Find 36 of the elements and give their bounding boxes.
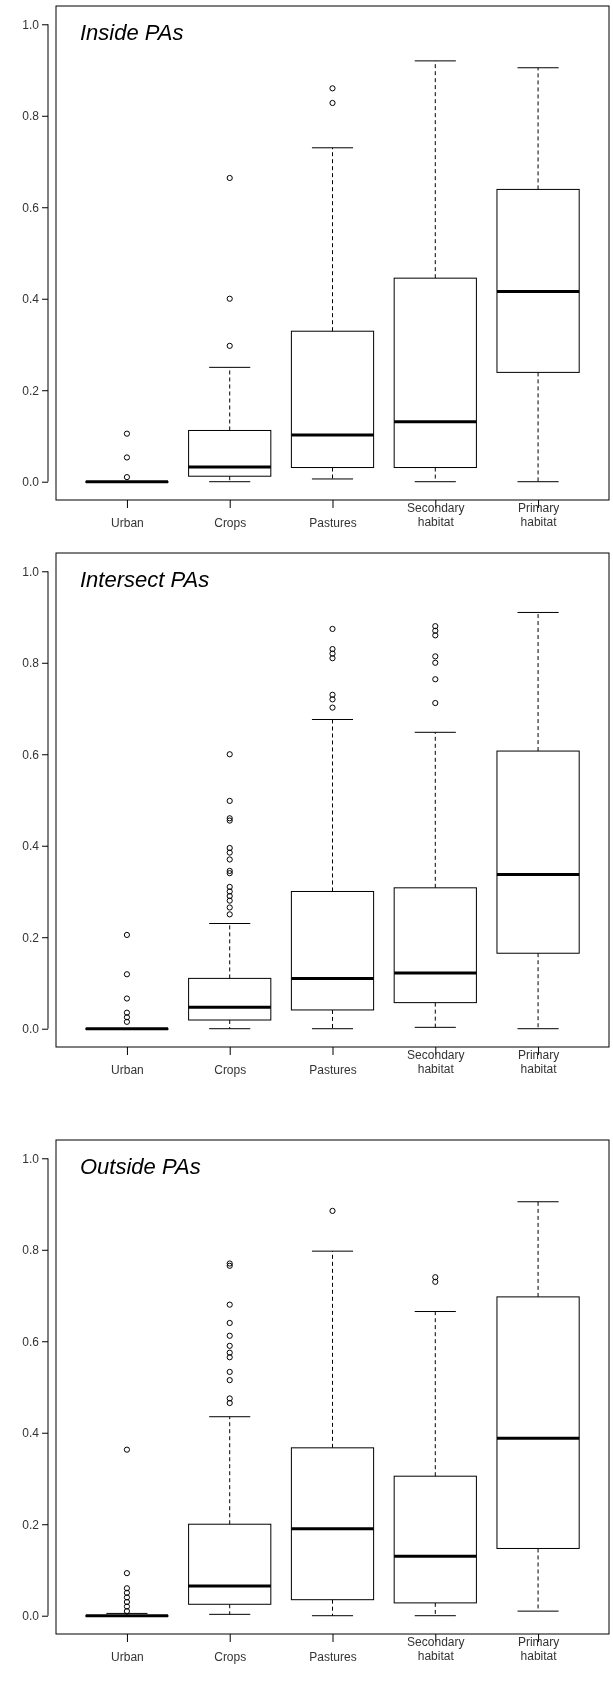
y-tick-label: 0.4 [22, 1426, 40, 1441]
y-tick-label: 0.6 [22, 1334, 40, 1349]
x-tick-label: Secondary habitat [407, 1635, 465, 1663]
y-tick-label: 1.0 [22, 1151, 40, 1166]
x-tick-label: Pastures [309, 1649, 357, 1664]
y-tick-label: 0.2 [22, 1517, 40, 1532]
x-tick-label: Primary habitat [517, 1048, 560, 1076]
y-tick-label: 0.0 [22, 1022, 40, 1037]
text: Intersect PAs [80, 567, 210, 592]
x-tick-label: Secondary habitat [407, 1048, 465, 1076]
y-tick-label: 0.8 [22, 1243, 40, 1258]
y-tick-label: 0.4 [22, 839, 40, 854]
x-tick-label: Crops [214, 1649, 247, 1664]
y-tick-label: 0.2 [22, 930, 40, 945]
y-tick-label: 1.0 [22, 564, 40, 579]
y-tick-label: 0.2 [22, 383, 40, 398]
y-tick-label: 0.4 [22, 292, 40, 307]
y-tick-label: 0.8 [22, 109, 40, 124]
y-tick-label: 0.6 [22, 747, 40, 762]
y-tick-label: 0.0 [22, 1609, 40, 1624]
x-tick-label: Primary habitat [517, 1635, 560, 1663]
x-tick-label: Pastures [309, 1062, 357, 1077]
y-tick-label: 0.8 [22, 656, 40, 671]
x-tick-label: Crops [214, 515, 247, 530]
text: Inside PAs [80, 20, 184, 45]
text: Outside PAs [80, 1154, 201, 1179]
x-tick-label: Secondary habitat [407, 501, 465, 529]
y-tick-label: 0.6 [22, 200, 40, 215]
x-tick-label: Urban [111, 1649, 144, 1664]
y-tick-label: 0.0 [22, 475, 40, 490]
x-tick-label: Crops [214, 1062, 247, 1077]
x-tick-label: Urban [111, 1062, 144, 1077]
x-tick-label: Pastures [309, 515, 357, 530]
y-tick-label: 1.0 [22, 17, 40, 32]
x-tick-label: Primary habitat [517, 501, 560, 529]
x-tick-label: Urban [111, 515, 144, 530]
